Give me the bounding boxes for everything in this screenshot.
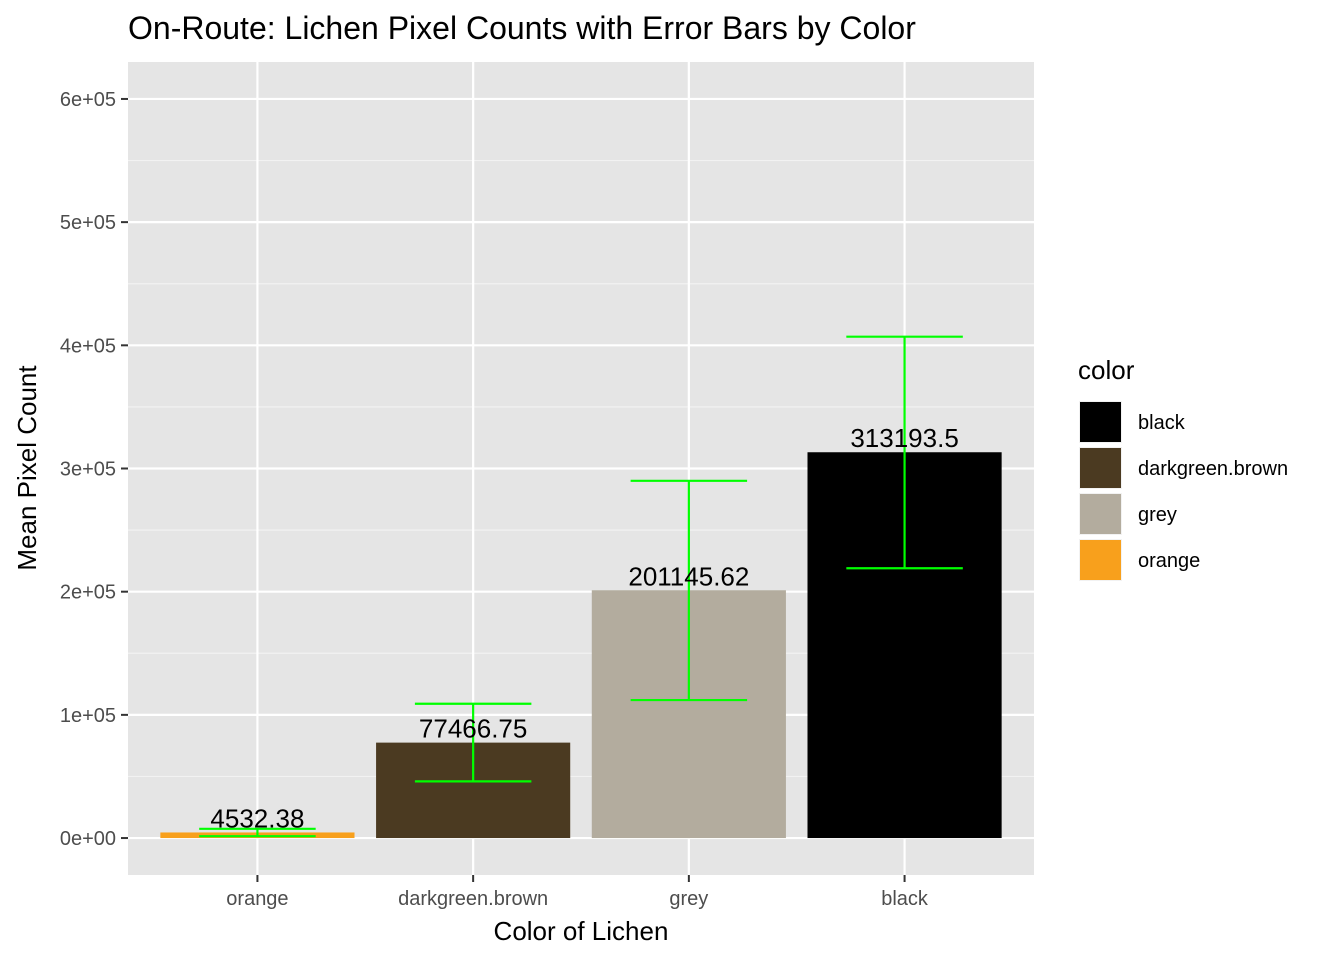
- data-label: 313193.5: [850, 423, 958, 453]
- legend-item-orange: orange: [1079, 539, 1200, 581]
- legend-items: black darkgreen.brown grey orange: [1079, 401, 1288, 581]
- data-label: 77466.75: [419, 714, 527, 744]
- legend-swatch: [1080, 448, 1121, 488]
- error-bar-black: [846, 335, 963, 570]
- error-bar-grey: [630, 479, 748, 702]
- y-axis-title: Mean Pixel Count: [12, 365, 42, 571]
- legend-swatch: [1080, 494, 1121, 534]
- legend-label: grey: [1138, 504, 1177, 526]
- error-bar-orange: [199, 827, 316, 838]
- y-tick-label: 4e+05: [60, 335, 116, 357]
- x-axis-title: Color of Lichen: [494, 916, 669, 946]
- legend: color black darkgreen.brown grey orange: [1078, 355, 1288, 581]
- y-tick-label: 1e+05: [60, 705, 116, 727]
- y-tick-label: 5e+05: [60, 212, 116, 234]
- x-tick-label: darkgreen.brown: [398, 888, 548, 910]
- y-axis: 0e+00 1e+05 2e+05 3e+05 4e+05 5e+05 6e+05: [60, 89, 128, 850]
- data-label: 4532.38: [210, 803, 304, 833]
- error-bar-darkgreen.brown: [414, 702, 532, 783]
- chart-title: On-Route: Lichen Pixel Counts with Error…: [128, 10, 916, 46]
- x-tick-label: orange: [226, 888, 288, 910]
- legend-item-black: black: [1079, 401, 1186, 443]
- x-axis: orange darkgreen.brown grey black: [226, 875, 929, 910]
- legend-label: orange: [1138, 550, 1200, 572]
- legend-swatch: [1080, 402, 1121, 442]
- x-tick-label: black: [881, 888, 929, 910]
- data-label: 201145.62: [628, 561, 749, 591]
- legend-label: black: [1138, 412, 1186, 434]
- error-bars: [199, 335, 963, 838]
- y-tick-label: 2e+05: [60, 582, 116, 604]
- legend-swatch: [1080, 540, 1121, 580]
- data-labels: 4532.38 77466.75 201145.62 313193.5: [210, 423, 958, 833]
- x-tick-label: grey: [669, 888, 708, 910]
- y-tick-label: 6e+05: [60, 89, 116, 111]
- legend-item-grey: grey: [1079, 493, 1177, 535]
- legend-title: color: [1078, 355, 1135, 385]
- y-tick-label: 3e+05: [60, 459, 116, 481]
- legend-item-darkgreen.brown: darkgreen.brown: [1079, 447, 1288, 489]
- y-tick-label: 0e+00: [60, 828, 116, 850]
- legend-label: darkgreen.brown: [1138, 458, 1288, 480]
